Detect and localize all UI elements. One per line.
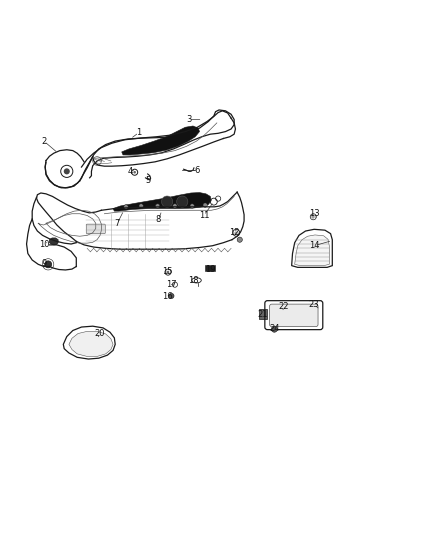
Text: 17: 17 [166, 280, 177, 289]
Text: 14: 14 [309, 241, 319, 250]
Text: 11: 11 [198, 211, 209, 220]
Bar [259, 309, 268, 319]
Bar [205, 265, 215, 271]
Text: 1: 1 [136, 128, 141, 137]
Text: 13: 13 [309, 209, 319, 218]
Circle shape [134, 171, 136, 174]
Text: 7: 7 [115, 219, 120, 228]
Polygon shape [69, 332, 113, 357]
Circle shape [167, 271, 169, 273]
Text: 16: 16 [162, 292, 173, 301]
Circle shape [139, 204, 143, 208]
Text: 10: 10 [39, 239, 49, 248]
Text: 18: 18 [188, 276, 198, 285]
Polygon shape [122, 126, 200, 155]
Circle shape [271, 326, 277, 332]
Circle shape [237, 237, 242, 243]
Text: 23: 23 [309, 300, 319, 309]
Text: 9: 9 [41, 259, 46, 268]
FancyBboxPatch shape [86, 224, 105, 233]
Text: 22: 22 [279, 302, 289, 311]
Circle shape [190, 204, 194, 208]
Polygon shape [295, 235, 329, 265]
Polygon shape [113, 192, 211, 211]
Text: 19: 19 [205, 265, 215, 274]
Circle shape [124, 205, 128, 209]
Text: 20: 20 [95, 329, 105, 338]
Circle shape [45, 261, 52, 268]
Text: 8: 8 [156, 215, 161, 224]
Text: 4: 4 [128, 167, 133, 176]
Text: 3: 3 [186, 115, 191, 124]
Text: 2: 2 [41, 136, 46, 146]
Circle shape [162, 196, 173, 207]
Text: 12: 12 [229, 228, 240, 237]
Text: 21: 21 [257, 310, 268, 319]
Circle shape [173, 204, 177, 208]
Circle shape [64, 168, 70, 174]
Circle shape [169, 293, 174, 298]
Text: 6: 6 [194, 166, 200, 175]
Circle shape [177, 196, 188, 207]
FancyBboxPatch shape [270, 304, 318, 327]
Circle shape [203, 203, 207, 207]
Text: 24: 24 [269, 324, 279, 333]
Text: 15: 15 [162, 267, 173, 276]
Circle shape [155, 204, 160, 208]
Polygon shape [49, 238, 58, 245]
Text: 5: 5 [145, 175, 150, 184]
